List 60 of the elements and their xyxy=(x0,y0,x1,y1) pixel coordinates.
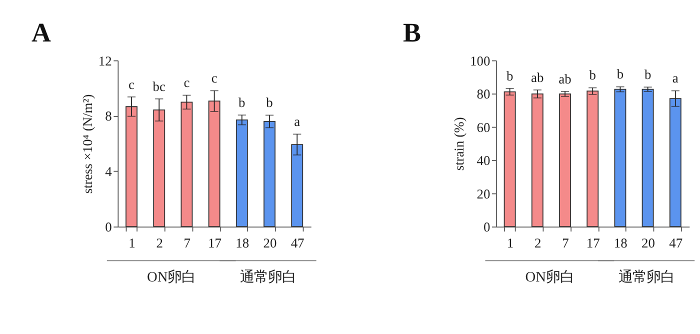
bar xyxy=(264,120,276,228)
x-tick-label: 1 xyxy=(128,236,136,251)
annotation: ab xyxy=(531,70,544,85)
annotation: ab xyxy=(558,71,572,86)
y-tick-label: 0 xyxy=(105,220,112,235)
y-tick-label: 0 xyxy=(483,220,490,235)
y-tick-label: 60 xyxy=(476,120,490,135)
y-tick-label: 20 xyxy=(476,186,490,202)
bar xyxy=(614,88,626,228)
x-tick-label: 20 xyxy=(263,236,277,251)
y-tick-label: 100 xyxy=(470,53,490,68)
x-tick-label: 2 xyxy=(156,236,163,251)
y-tick-label: 4 xyxy=(105,164,112,180)
bar xyxy=(126,106,138,228)
x-tick-label: 17 xyxy=(586,236,600,251)
bar xyxy=(586,90,599,228)
x-tick-label: 7 xyxy=(184,236,191,251)
bar xyxy=(642,88,654,228)
x-tick-label: 47 xyxy=(669,236,683,251)
x-tick-label: 2 xyxy=(534,236,542,251)
annotation: b xyxy=(238,94,246,110)
text: 通常卵白 xyxy=(240,269,296,286)
y-tick-label: 8 xyxy=(105,108,112,124)
annotation: b xyxy=(506,68,514,84)
text: 通常卵白 xyxy=(618,269,674,286)
y-axis-title: strain (%) xyxy=(452,117,467,171)
x-tick-label: 17 xyxy=(208,236,222,251)
bar xyxy=(559,93,571,228)
y-tick-label: 12 xyxy=(98,53,112,68)
x-tick-label: 7 xyxy=(562,236,570,251)
bar xyxy=(180,102,193,228)
bar xyxy=(153,109,166,228)
bar xyxy=(208,100,220,228)
annotation: a xyxy=(294,114,300,130)
y-axis-title: stress ×10⁴ (N/m²) xyxy=(80,94,96,194)
annotation: b xyxy=(616,66,624,82)
x-tick-label: 18 xyxy=(614,236,628,251)
chart-title: A xyxy=(31,17,52,48)
annotation: b xyxy=(644,67,652,82)
x-tick-label: 47 xyxy=(290,236,305,251)
x-tick-label: 18 xyxy=(236,236,250,251)
chart-title: B xyxy=(403,17,422,48)
x-tick-label: 20 xyxy=(642,236,656,251)
y-tick-label: 80 xyxy=(476,86,490,102)
x-tick-label: 1 xyxy=(506,236,514,251)
bar xyxy=(504,91,516,228)
bar xyxy=(236,119,248,228)
y-tick-label: 40 xyxy=(476,153,490,168)
annotation: c xyxy=(184,75,190,90)
annotation: b xyxy=(589,68,596,83)
text: ON卵白 xyxy=(146,269,196,286)
text: ON卵白 xyxy=(525,269,574,286)
bar xyxy=(291,144,304,228)
annotation: a xyxy=(672,70,678,86)
bar xyxy=(531,93,544,228)
annotation: c xyxy=(211,70,218,86)
annotation: bc xyxy=(152,78,166,94)
annotation: c xyxy=(128,76,135,92)
bar xyxy=(669,98,682,228)
annotation: b xyxy=(266,95,274,110)
